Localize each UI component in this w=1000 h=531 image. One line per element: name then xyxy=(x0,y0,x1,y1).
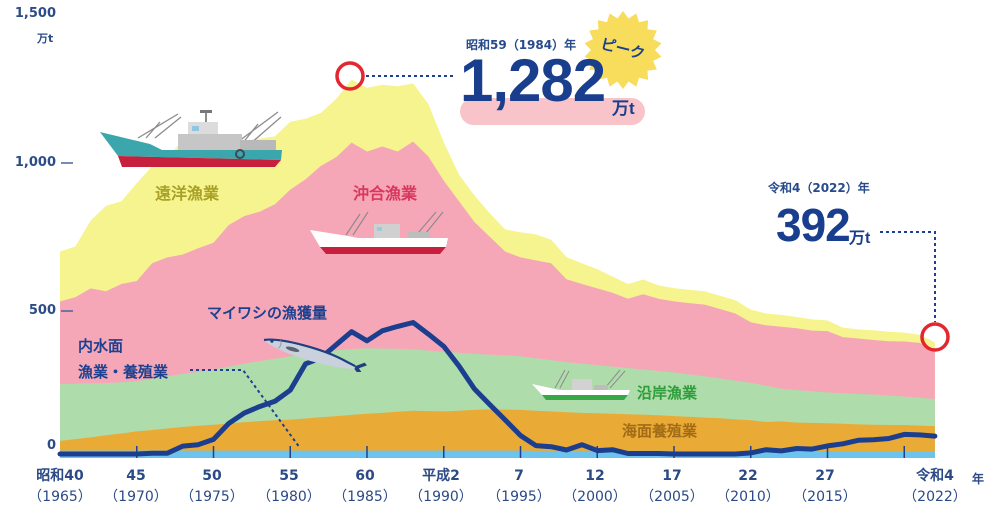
label-distant-fishing: 遠洋漁業 xyxy=(155,184,220,203)
x-label-1965: 昭和40 （1965） xyxy=(28,468,92,505)
latest-value: 392 xyxy=(776,199,851,251)
label-offshore-fishing: 沖合漁業 xyxy=(353,184,418,203)
x-label-1995: 7 （1995） xyxy=(487,468,551,505)
y-label-1500: 1,500 xyxy=(14,6,56,21)
latest-leader-line xyxy=(880,231,936,322)
x-label-2015: 27 （2015） xyxy=(793,468,857,505)
latest-date: 令和4（2022）年 xyxy=(768,181,870,195)
x-label-1980: 55 （1980） xyxy=(257,468,321,505)
area-inland xyxy=(60,450,935,458)
peak-starburst-icon xyxy=(584,11,662,89)
peak-value-highlight xyxy=(460,98,645,125)
distant-fishing-boat-icon xyxy=(100,110,282,167)
x-label-1990: 平成2 （1990） xyxy=(409,468,473,505)
sardine-catch-line xyxy=(57,320,938,457)
x-label-2000: 12 （2000） xyxy=(563,468,627,505)
peak-value: 1,282 xyxy=(460,47,606,114)
x-label-2022: 令和4 （2022） xyxy=(903,468,967,505)
label-inland-line2: 漁業・養殖業 xyxy=(78,363,169,381)
x-label-2010: 22 （2010） xyxy=(716,468,780,505)
y-label-0: 0 xyxy=(46,438,56,453)
peak-circle-marker xyxy=(335,61,365,91)
x-label-2005: 17 （2005） xyxy=(640,468,704,505)
area-marine_aquaculture xyxy=(60,409,935,458)
stacked-areas xyxy=(60,79,935,459)
peak-unit: 万t xyxy=(612,99,635,118)
x-axis-unit: 年 xyxy=(972,472,985,486)
latest-circle-marker xyxy=(920,322,950,352)
label-marine-aquaculture: 海面養殖業 xyxy=(622,422,698,440)
x-label-1970: 45 （1970） xyxy=(104,468,168,505)
peak-date: 昭和59（1984）年 xyxy=(466,38,577,52)
offshore-fishing-boat-icon xyxy=(310,211,448,254)
coastal-fishing-boat-icon xyxy=(532,369,630,400)
label-sardine-catch: マイワシの漁獲量 xyxy=(207,304,328,322)
sardine-fish-icon xyxy=(263,338,367,372)
latest-unit: 万t xyxy=(849,230,871,247)
y-label-500: 500 xyxy=(28,303,56,318)
label-coastal-fishing: 沿岸漁業 xyxy=(637,384,698,402)
y-axis-unit: 万t xyxy=(37,32,54,45)
y-label-1000: 1,000 xyxy=(14,155,56,170)
x-label-1975: 50 （1975） xyxy=(180,468,244,505)
x-label-1985: 60 （1985） xyxy=(333,468,397,505)
label-inland-line1: 内水面 xyxy=(78,337,124,355)
